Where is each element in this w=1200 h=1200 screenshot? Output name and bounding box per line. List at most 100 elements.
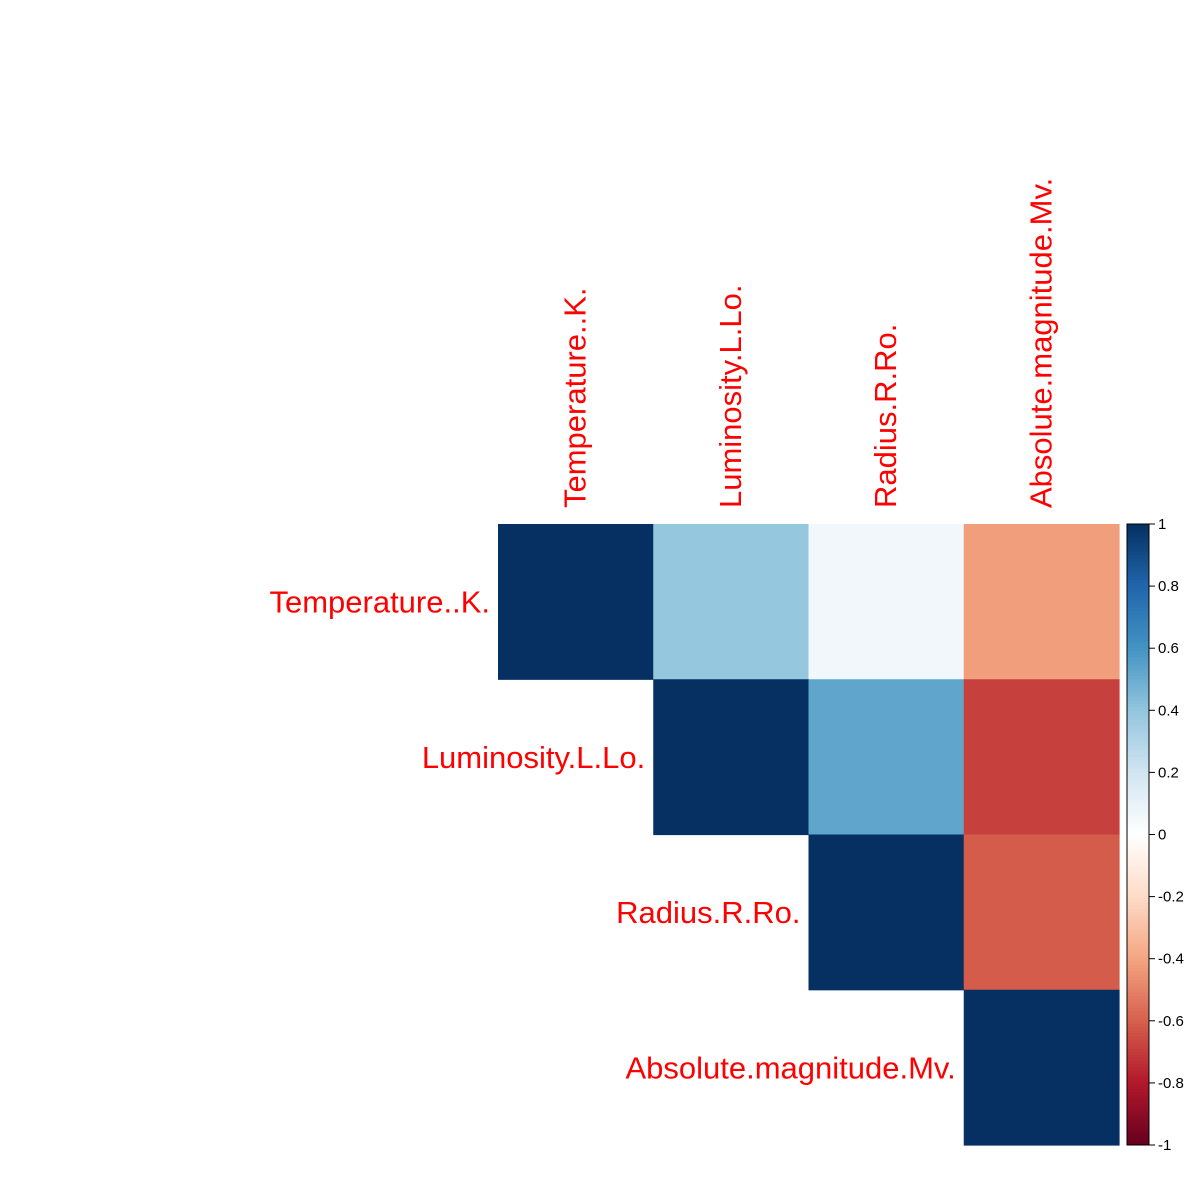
- heatmap-cell-luminosity-l-lo-luminosity-l-lo: [653, 679, 810, 836]
- colorbar-segment: [1127, 1036, 1149, 1040]
- heatmap-cell-temperature-k-temperature-k: [498, 524, 654, 680]
- heatmap-cell-radius-r-ro-radius-r-ro: [808, 834, 965, 991]
- heatmap-cell-radius-r-ro-absolute-magnitude-mv: [963, 834, 1120, 991]
- colorbar-segment: [1127, 589, 1149, 593]
- colorbar-segment: [1127, 763, 1149, 767]
- colorbar-segment: [1127, 707, 1149, 711]
- colorbar-segment: [1127, 1073, 1149, 1078]
- heatmap-cell-luminosity-l-lo-absolute-magnitude-mv: [963, 679, 1120, 836]
- colorbar-segment: [1127, 884, 1149, 888]
- colorbar-segment: [1127, 1058, 1149, 1062]
- colorbar-segment: [1127, 787, 1149, 792]
- colorbar-segment: [1127, 1132, 1149, 1137]
- heatmap-cell-temperature-k-radius-r-ro: [808, 524, 965, 680]
- colorbar-segment: [1127, 1101, 1149, 1106]
- colorbar-segment: [1127, 1104, 1149, 1109]
- colorbar-segment: [1127, 598, 1149, 603]
- colorbar-tick-label: -0.8: [1158, 1075, 1184, 1092]
- colorbar-segment: [1127, 971, 1149, 975]
- colorbar-segment: [1127, 933, 1149, 938]
- colorbar-segment: [1127, 1135, 1149, 1140]
- colorbar-segment: [1127, 1008, 1149, 1012]
- colorbar-segment: [1127, 741, 1149, 745]
- colorbar-segment: [1127, 828, 1149, 832]
- colorbar-segment: [1127, 837, 1149, 842]
- column-label-radius-r-ro: Radius.R.Ro.: [868, 324, 903, 508]
- colorbar-segment: [1127, 573, 1149, 578]
- heatmap-cell-luminosity-l-lo-radius-r-ro: [808, 679, 965, 836]
- colorbar-segment: [1127, 983, 1149, 988]
- colorbar-segment: [1127, 722, 1149, 727]
- colorbar-segment: [1127, 995, 1149, 1000]
- colorbar-segment: [1127, 912, 1149, 916]
- colorbar-segment: [1127, 856, 1149, 860]
- colorbar-segment: [1127, 626, 1149, 631]
- row-label-temperature-k: Temperature..K.: [269, 585, 490, 620]
- colorbar-segment: [1127, 673, 1149, 677]
- colorbar-segment: [1127, 822, 1149, 826]
- colorbar-segment: [1127, 961, 1149, 966]
- colorbar-segment: [1127, 1092, 1149, 1096]
- colorbar-segment: [1127, 797, 1149, 801]
- colorbar-tick-label: 1: [1158, 516, 1166, 533]
- colorbar-segment: [1127, 558, 1149, 562]
- colorbar-tick-label: -1: [1158, 1137, 1171, 1154]
- colorbar-segment: [1127, 533, 1149, 537]
- colorbar-segment: [1127, 1054, 1149, 1059]
- colorbar-segment: [1127, 607, 1149, 612]
- colorbar-segment: [1127, 620, 1149, 624]
- colorbar-segment: [1127, 564, 1149, 568]
- colorbar-segment: [1127, 1079, 1149, 1084]
- colorbar-segment: [1127, 868, 1149, 873]
- colorbar-segment: [1127, 766, 1149, 770]
- colorbar-segment: [1127, 586, 1149, 590]
- colorbar-segment: [1127, 756, 1149, 761]
- colorbar-segment: [1127, 918, 1149, 922]
- colorbar-segment: [1127, 753, 1149, 758]
- colorbar-segment: [1127, 1045, 1149, 1050]
- colorbar-segment: [1127, 794, 1149, 798]
- colorbar-segment: [1127, 710, 1149, 714]
- colorbar-segment: [1127, 862, 1149, 867]
- colorbar-segment: [1127, 946, 1149, 950]
- colorbar-segment: [1127, 539, 1149, 544]
- colorbar-segment: [1127, 579, 1149, 584]
- colorbar-segment: [1127, 555, 1149, 559]
- colorbar-segment: [1127, 657, 1149, 662]
- colorbar-segment: [1127, 778, 1149, 783]
- colorbar-segment: [1127, 1051, 1149, 1056]
- colorbar-segment: [1127, 890, 1149, 894]
- colorbar-segment: [1127, 943, 1149, 947]
- colorbar-segment: [1127, 1141, 1149, 1146]
- colorbar-segment: [1127, 1117, 1149, 1121]
- colorbar-segment: [1127, 784, 1149, 789]
- colorbar-tick-label: 0.4: [1158, 702, 1179, 719]
- colorbar-segment: [1127, 685, 1149, 690]
- colorbar-segment: [1127, 899, 1149, 904]
- colorbar-segment: [1127, 877, 1149, 882]
- column-label-luminosity-l-lo: Luminosity.L.Lo.: [713, 285, 748, 508]
- colorbar-segment: [1127, 567, 1149, 572]
- colorbar-tick-label: 0.6: [1158, 640, 1179, 657]
- colorbar-segment: [1127, 744, 1149, 749]
- colorbar-segment: [1127, 871, 1149, 876]
- colorbar-segment: [1127, 846, 1149, 851]
- colorbar-segment: [1127, 927, 1149, 932]
- colorbar: 1 0.8 0.6 0.4 0.2 0 -0.2 -0.4 -0.6 -0.8 -1: [1126, 516, 1184, 1154]
- colorbar-segment: [1127, 604, 1149, 609]
- row-labels: Temperature..K. Luminosity.L.Lo. Radius.R.…: [269, 585, 955, 1086]
- colorbar-segment: [1127, 958, 1149, 963]
- colorbar-segment: [1127, 704, 1149, 708]
- colorbar-segment: [1127, 1113, 1149, 1118]
- colorbar-segment: [1127, 697, 1149, 702]
- colorbar-segment: [1127, 1027, 1149, 1031]
- colorbar-segment: [1127, 825, 1149, 829]
- column-label-temperature-k: Temperature..K.: [558, 287, 593, 508]
- colorbar-segment: [1127, 930, 1149, 935]
- colorbar-segment: [1127, 728, 1149, 733]
- heatmap-cell-temperature-k-absolute-magnitude-mv: [963, 524, 1120, 680]
- colorbar-segment: [1127, 651, 1149, 655]
- colorbar-segment: [1127, 669, 1149, 674]
- colorbar-segment: [1127, 905, 1149, 910]
- colorbar-segment: [1127, 592, 1149, 596]
